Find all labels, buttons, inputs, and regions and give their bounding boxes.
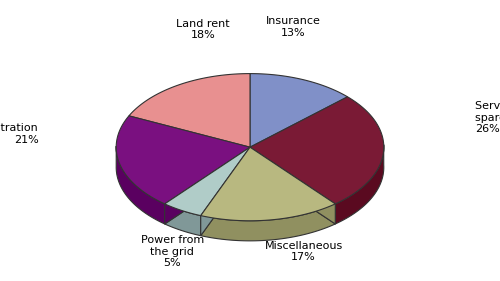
Polygon shape	[200, 147, 250, 236]
Polygon shape	[250, 74, 348, 147]
Polygon shape	[250, 147, 336, 224]
Text: Service and
spare parts
26%: Service and spare parts 26%	[475, 101, 500, 134]
Polygon shape	[200, 147, 336, 221]
Text: Miscellaneous
17%: Miscellaneous 17%	[264, 241, 342, 262]
Text: Power from
the grid
5%: Power from the grid 5%	[141, 235, 204, 268]
Polygon shape	[250, 97, 384, 204]
Polygon shape	[116, 146, 164, 224]
Polygon shape	[250, 147, 336, 224]
Polygon shape	[164, 204, 200, 236]
Text: Land rent
18%: Land rent 18%	[176, 19, 230, 40]
Polygon shape	[164, 147, 250, 216]
Polygon shape	[129, 74, 250, 147]
Polygon shape	[164, 147, 250, 224]
Polygon shape	[164, 147, 250, 224]
Text: Insurance
13%: Insurance 13%	[266, 16, 320, 38]
Text: Administration
21%: Administration 21%	[0, 123, 38, 145]
Polygon shape	[200, 147, 250, 236]
Polygon shape	[336, 145, 384, 224]
Polygon shape	[200, 204, 336, 241]
Polygon shape	[116, 116, 250, 204]
